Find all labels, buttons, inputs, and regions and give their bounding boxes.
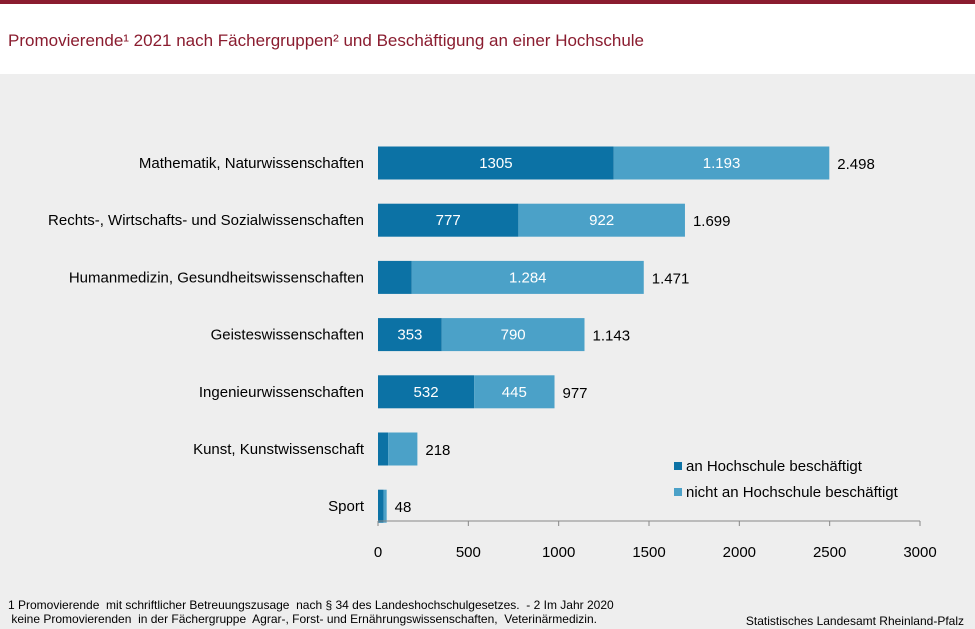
x-tick-label: 1500 <box>632 544 665 561</box>
category-label: Mathematik, Naturwissenschaften <box>139 155 364 172</box>
legend-swatch <box>674 488 682 496</box>
category-label: Humanmedizin, Gesundheitswissenschaften <box>69 269 364 286</box>
total-value-label: 977 <box>563 385 588 402</box>
bar-segment-employed <box>378 489 384 523</box>
header-band <box>0 4 975 74</box>
bar-segment-not-employed <box>613 146 830 180</box>
legend: an Hochschule beschäftigt nicht an Hochsc… <box>674 458 899 501</box>
legend-label: nicht an Hochschule beschäftigt <box>686 484 899 501</box>
total-value-label: 48 <box>395 499 412 516</box>
category-label: Geisteswissenschaften <box>211 327 364 344</box>
category-label: Kunst, Kunstwissenschaft <box>193 441 365 458</box>
total-value-label: 218 <box>425 442 450 459</box>
segment-value-label: 1.284 <box>509 269 547 286</box>
total-value-label: 1.699 <box>693 213 731 230</box>
segment-value-label: 1305 <box>479 155 512 172</box>
bar-segment-employed <box>378 432 389 466</box>
bar-segment-not-employed <box>474 375 555 409</box>
bar-segment-not-employed <box>441 318 585 352</box>
segment-value-label: 532 <box>414 384 439 401</box>
category-label: Ingenieurwissenschaften <box>199 384 364 401</box>
bar-segment-employed <box>378 203 519 237</box>
segment-value-label: 790 <box>501 327 526 344</box>
bar-segment-not-employed <box>411 260 644 294</box>
x-tick-label: 2500 <box>813 544 846 561</box>
chart-title: Promovierende¹ 2021 nach Fächergruppen² … <box>8 31 645 50</box>
legend-label: an Hochschule beschäftigt <box>686 458 863 475</box>
footnote: 1 Promovierende mit schriftlicher Betreu… <box>8 598 614 626</box>
top-accent-bar <box>0 0 975 4</box>
source-credit: Statistisches Landesamt Rheinland-Pfalz <box>745 614 964 628</box>
x-tick-label: 1000 <box>542 544 575 561</box>
total-value-label: 1.471 <box>652 270 690 287</box>
category-label: Sport <box>328 498 365 515</box>
legend-swatch <box>674 462 682 470</box>
bar-segment-employed <box>378 375 475 409</box>
bar-segment-employed <box>378 146 614 180</box>
bar-segment-employed <box>378 318 442 352</box>
bar-segment-not-employed <box>383 489 387 523</box>
footnote-line-2: keine Promovierenden in der Fächergruppe… <box>8 612 597 626</box>
bar-segment-employed <box>378 260 412 294</box>
x-tick-label: 500 <box>456 544 481 561</box>
segment-value-label: 445 <box>502 384 527 401</box>
total-value-label: 2.498 <box>837 156 875 173</box>
x-axis: 0 500 1000 1500 2000 2500 3000 <box>374 520 937 561</box>
x-tick-label: 2000 <box>723 544 756 561</box>
total-value-label: 1.143 <box>593 328 631 345</box>
segment-value-label: 777 <box>436 212 461 229</box>
category-label: Rechts-, Wirtschafts- und Sozialwissensc… <box>48 212 364 229</box>
segment-value-label: 1.193 <box>703 155 741 172</box>
segment-value-label: 353 <box>397 327 422 344</box>
x-tick-label: 0 <box>374 544 382 561</box>
bar-segment-not-employed <box>388 432 418 466</box>
footnote-line-1: 1 Promovierende mit schriftlicher Betreu… <box>8 598 614 612</box>
x-tick-label: 3000 <box>903 544 936 561</box>
bar-segment-not-employed <box>518 203 685 237</box>
segment-value-label: 922 <box>589 212 614 229</box>
bars-layer <box>378 146 830 523</box>
labels-layer: Mathematik, Naturwissenschaften 1305 1.193… <box>48 155 875 516</box>
